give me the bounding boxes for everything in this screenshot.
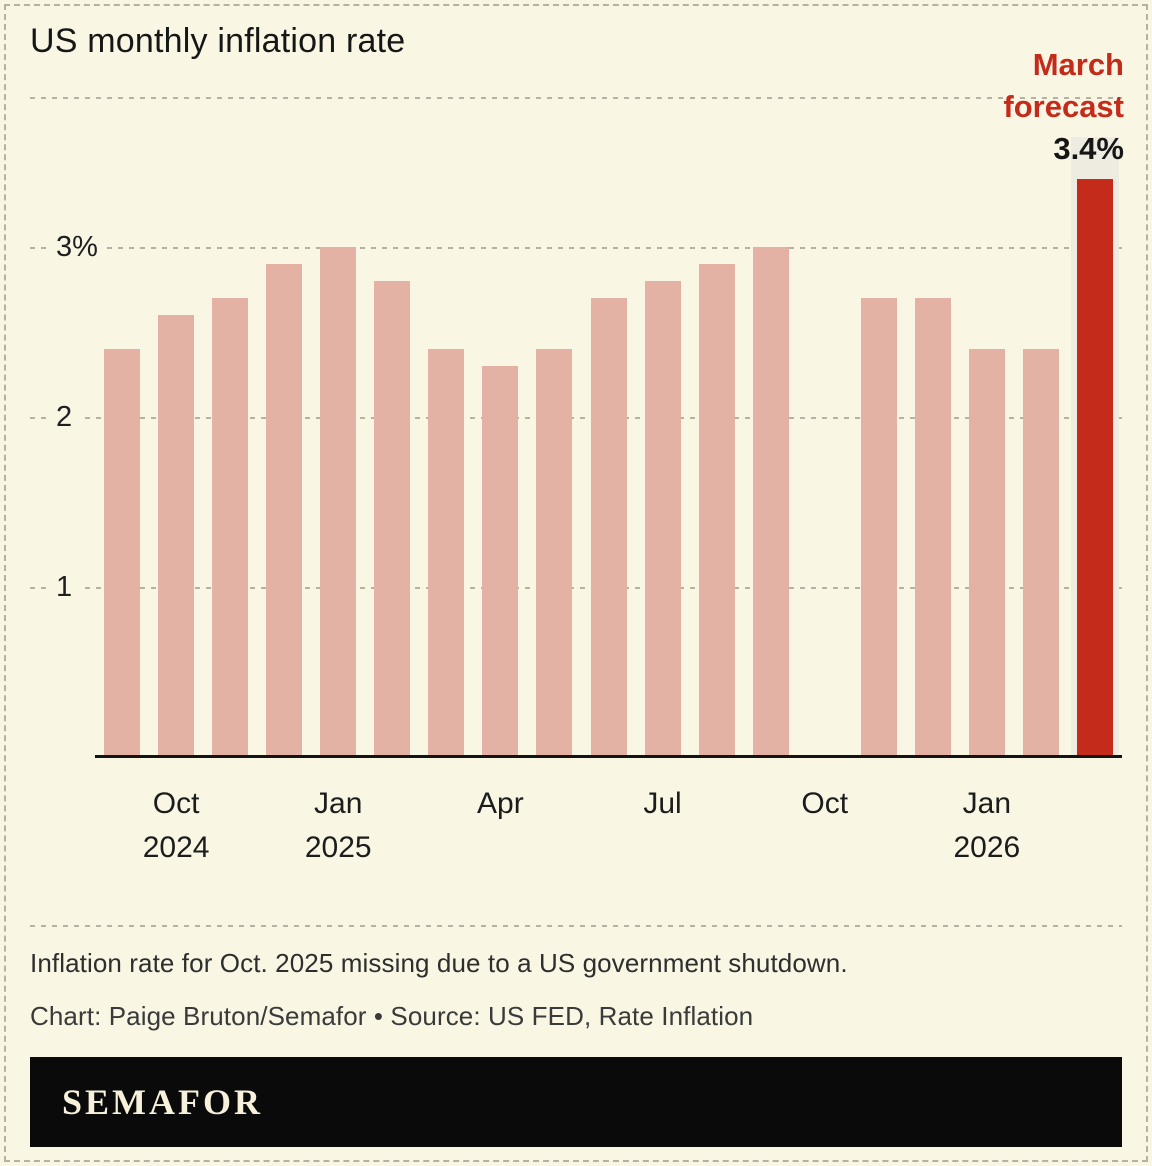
forecast-value: 3.4% xyxy=(1053,130,1124,166)
semafor-logo: SEMAFOR xyxy=(62,1082,263,1122)
credit-line: Chart: Paige Bruton/Semafor • Source: US… xyxy=(30,1001,754,1031)
forecast-label-line2: forecast xyxy=(1003,88,1124,124)
bar xyxy=(428,349,465,757)
x-axis-label-year: 2025 xyxy=(304,830,372,864)
bar xyxy=(266,264,303,757)
forecast-label-line1: March xyxy=(1032,47,1124,82)
bar xyxy=(212,298,249,757)
x-axis-label-month: Oct xyxy=(801,787,849,820)
x-axis-label-month: Jan xyxy=(962,787,1012,820)
bar xyxy=(752,247,789,757)
plot-area xyxy=(95,0,1122,757)
bar xyxy=(644,281,681,757)
bar xyxy=(536,349,573,757)
bar xyxy=(1022,349,1059,757)
y-axis-label: 2 xyxy=(48,398,81,436)
bar xyxy=(482,366,519,757)
notes-separator xyxy=(30,925,1122,927)
x-axis-label-year: 2024 xyxy=(142,830,210,864)
bar xyxy=(320,247,357,757)
x-axis-label-month: Apr xyxy=(477,787,524,820)
footer-bar: SEMAFOR xyxy=(30,1057,1122,1147)
x-axis-label-month: Jan xyxy=(314,787,363,820)
bar xyxy=(698,264,735,757)
x-axis-labels: Oct 2024 Jan 2025 Apr Jul Oct Jan 2026 xyxy=(95,782,1122,902)
bar xyxy=(590,298,627,757)
x-axis-label: Jan 2026 xyxy=(917,782,1057,869)
footnote: Inflation rate for Oct. 2025 missing due… xyxy=(30,948,848,978)
bar xyxy=(104,349,141,757)
x-axis-baseline xyxy=(95,755,1122,758)
x-axis-label: Oct xyxy=(755,782,895,826)
bar-forecast xyxy=(1076,179,1113,757)
y-axis-label: 1 xyxy=(48,568,81,606)
x-axis-label-month: Oct xyxy=(152,787,200,820)
forecast-annotation: March forecast 3.4% xyxy=(1003,44,1124,170)
x-axis-label-month: Jul xyxy=(643,787,682,820)
bar xyxy=(158,315,195,757)
x-axis-label: Oct 2024 xyxy=(106,782,246,869)
x-axis-label: Jul xyxy=(593,782,733,826)
x-axis-label: Apr xyxy=(430,782,570,826)
bar xyxy=(860,298,897,757)
chart-title: US monthly inflation rate xyxy=(30,22,406,60)
bar xyxy=(374,281,411,757)
bar xyxy=(968,349,1005,757)
x-axis-label-year: 2026 xyxy=(953,830,1021,864)
x-axis-label: Jan 2025 xyxy=(268,782,408,869)
forecast-label: March forecast xyxy=(1003,44,1124,128)
bar xyxy=(914,298,951,757)
top-gridline xyxy=(30,97,1122,99)
